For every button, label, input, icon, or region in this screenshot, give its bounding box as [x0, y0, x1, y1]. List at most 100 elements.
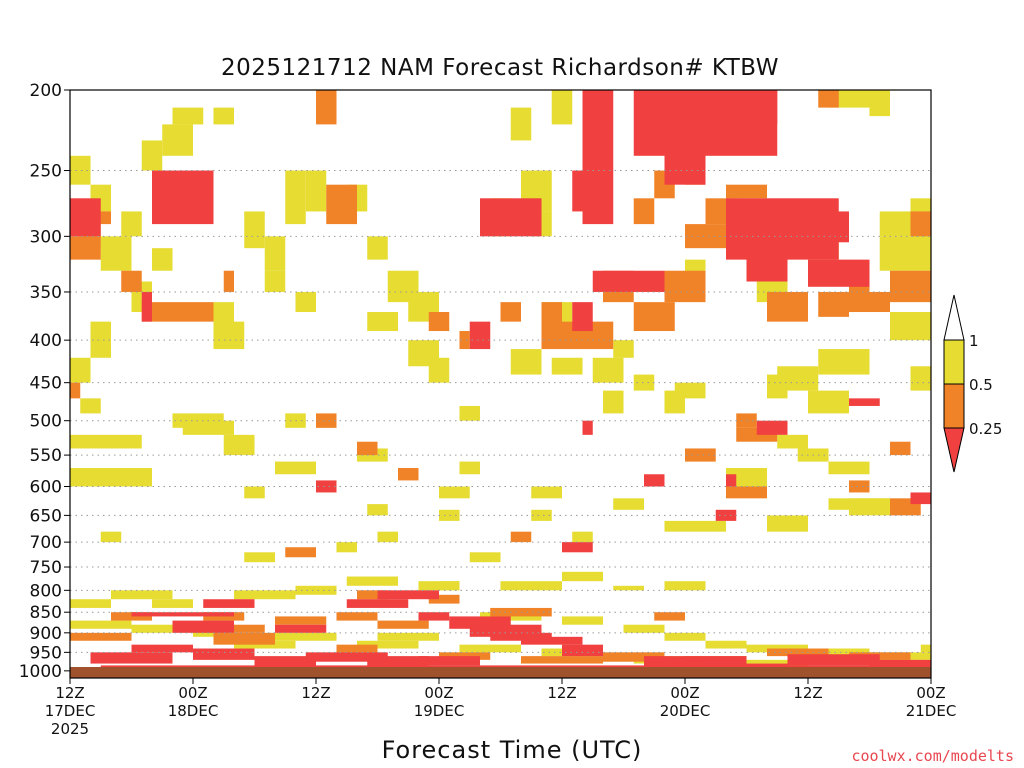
heatmap-cell [746, 659, 808, 668]
x-tick-label: 00Z [178, 684, 207, 702]
heatmap-cell [808, 259, 870, 287]
heatmap-cell [244, 552, 275, 563]
heatmap-cell [572, 531, 593, 543]
y-tick-label: 650 [30, 506, 62, 526]
heatmap-cell [70, 434, 142, 449]
heatmap-cell [818, 291, 849, 317]
heatmap-cell [808, 648, 870, 657]
heatmap-cell [910, 366, 931, 391]
heatmap-cell [336, 644, 378, 657]
x-axis-label: Forecast Time (UTC) [382, 736, 643, 764]
heatmap-cell [141, 302, 214, 322]
heatmap-cell [500, 581, 562, 591]
heatmap-cell [531, 486, 562, 499]
x-tick-label: 21DEC [906, 702, 957, 720]
heatmap-cell [726, 486, 767, 499]
heatmap-cell [767, 648, 829, 657]
heatmap-cell [254, 656, 316, 668]
heatmap-cell [131, 644, 193, 653]
heatmap-cell [500, 302, 521, 322]
heatmap-cell [131, 612, 234, 617]
heatmap-cell [377, 590, 439, 600]
heatmap-cell [70, 382, 81, 399]
x-tick-label: 00Z [670, 684, 699, 702]
heatmap-cell [285, 547, 316, 558]
heatmap-cell [439, 652, 491, 660]
heatmap-cell [244, 211, 265, 249]
y-tick-label: 450 [30, 374, 62, 394]
heatmap-cell [603, 390, 624, 414]
heatmap-cell [80, 398, 101, 414]
heatmap-cell [326, 184, 357, 225]
credit-link[interactable]: coolwx.com/modelts [851, 747, 1014, 765]
chart-title: 2025121712 NAM Forecast Richardson# KTBW [221, 55, 779, 81]
heatmap-cell [664, 632, 706, 641]
heatmap-cell [613, 498, 644, 510]
heatmap-cell [510, 531, 532, 543]
y-tick-label: 950 [30, 643, 62, 663]
heatmap-cell [664, 270, 706, 303]
heatmap-cell [100, 531, 122, 543]
colorbar-segment-0.5-1 [943, 339, 965, 385]
x-tick-label: 12Z [793, 684, 822, 702]
heatmap-cell [70, 599, 111, 608]
heatmap-cell [377, 632, 439, 641]
heatmap-cell [316, 480, 337, 493]
heatmap-cell [203, 599, 255, 608]
heatmap-cell [70, 236, 101, 260]
heatmap-cell [357, 640, 419, 649]
heatmap-cell [890, 312, 931, 341]
heatmap-cell [818, 90, 839, 108]
y-tick-label: 250 [30, 162, 62, 182]
heatmap-cell [418, 581, 460, 591]
y-tick-label: 800 [30, 581, 62, 601]
y-tick-label: 600 [30, 477, 62, 497]
heatmap-cell [367, 504, 388, 516]
heatmap-cell [592, 357, 624, 383]
heatmap-cell [357, 590, 388, 600]
heatmap-cell [234, 590, 296, 600]
heatmap-cell [336, 612, 378, 621]
y-tick-label: 550 [30, 446, 62, 466]
heatmap-cell [541, 302, 562, 350]
heatmap-cell [367, 312, 398, 332]
heatmap-cell [234, 624, 265, 633]
heatmap-cell [90, 652, 173, 664]
colorbar-segment-above-1 [943, 294, 965, 341]
heatmap-cell [428, 312, 450, 332]
heatmap-cells [70, 90, 931, 675]
heatmap-cell [346, 576, 398, 586]
heatmap-cell [664, 581, 706, 591]
heatmap-cell [439, 486, 470, 499]
heatmap-cell [418, 656, 480, 666]
heatmap-cell [623, 624, 665, 633]
heatmap-cell [111, 590, 173, 600]
heatmap-cell [223, 434, 255, 456]
x-tick-label: 2025 [51, 720, 89, 738]
heatmap-cell [459, 331, 470, 350]
x-tick-label: 20DEC [660, 702, 711, 720]
x-tick-label: 12Z [301, 684, 330, 702]
heatmap-cell [644, 656, 747, 668]
heatmap-cell [70, 632, 132, 641]
heatmap-cell [305, 652, 388, 662]
y-axis: 200 250 300 350 400 450 500 550 600 650 700 750 8008… [19, 81, 70, 682]
heatmap-cell [633, 198, 655, 225]
heatmap-cell [469, 321, 491, 350]
colorbar-level-label: 1 [969, 332, 979, 350]
colorbar-level-label: 0.5 [969, 376, 993, 394]
heatmap-cell [685, 448, 716, 462]
heatmap-cell [398, 467, 419, 481]
heatmap-cell [603, 652, 665, 662]
heatmap-cell [521, 656, 603, 664]
y-tick-label: 400 [30, 331, 62, 351]
heatmap-cell [705, 640, 747, 649]
pressure-gridlines [70, 170, 931, 672]
heatmap-cell [562, 542, 593, 553]
heatmap-cell [818, 349, 870, 375]
heatmap-cell [141, 140, 163, 171]
heatmap-cell [295, 585, 337, 595]
heatmap-cell [531, 509, 552, 521]
